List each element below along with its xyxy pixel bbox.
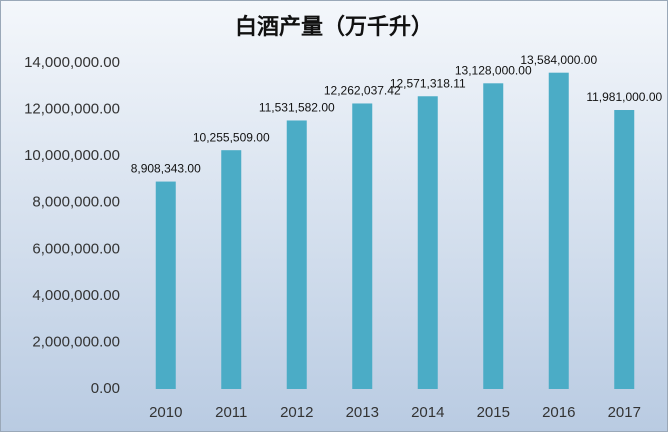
bar [352,103,373,390]
value-label: 13,128,000.00 [455,63,532,77]
value-label: 13,584,000.00 [520,53,597,67]
y-tick-label: 12,000,000.00 [24,101,120,118]
y-tick-label: 0.00 [91,380,120,397]
value-label: 8,908,343.00 [131,162,201,176]
bar [286,120,307,389]
y-tick-label: 8,000,000.00 [32,194,120,211]
y-tick-label: 4,000,000.00 [32,287,120,304]
value-label: 11,981,000.00 [586,90,662,104]
x-tick-label: 2014 [411,404,444,421]
x-tick-label: 2010 [149,404,182,421]
value-label: 12,262,037.42 [324,84,401,98]
x-tick-label: 2015 [477,404,510,421]
bar [417,96,438,389]
x-tick-label: 2011 [215,404,247,421]
value-label: 10,255,509.00 [193,130,270,144]
bar [483,83,504,389]
x-tick-label: 2012 [280,404,313,421]
chart-title: 白酒产量（万千升） [235,14,433,39]
value-label: 12,571,318.11 [390,76,466,90]
x-tick-label: 2013 [346,404,379,421]
y-tick-label: 10,000,000.00 [24,147,120,164]
bar [548,72,569,389]
y-tick-label: 6,000,000.00 [32,240,120,257]
x-tick-label: 2017 [608,404,641,421]
bar [614,110,635,389]
bar [221,150,242,389]
y-tick-label: 2,000,000.00 [32,333,120,350]
y-tick-label: 14,000,000.00 [24,54,120,71]
bar [155,181,176,389]
value-label: 11,531,582.00 [259,101,335,115]
x-tick-label: 2016 [542,404,575,421]
